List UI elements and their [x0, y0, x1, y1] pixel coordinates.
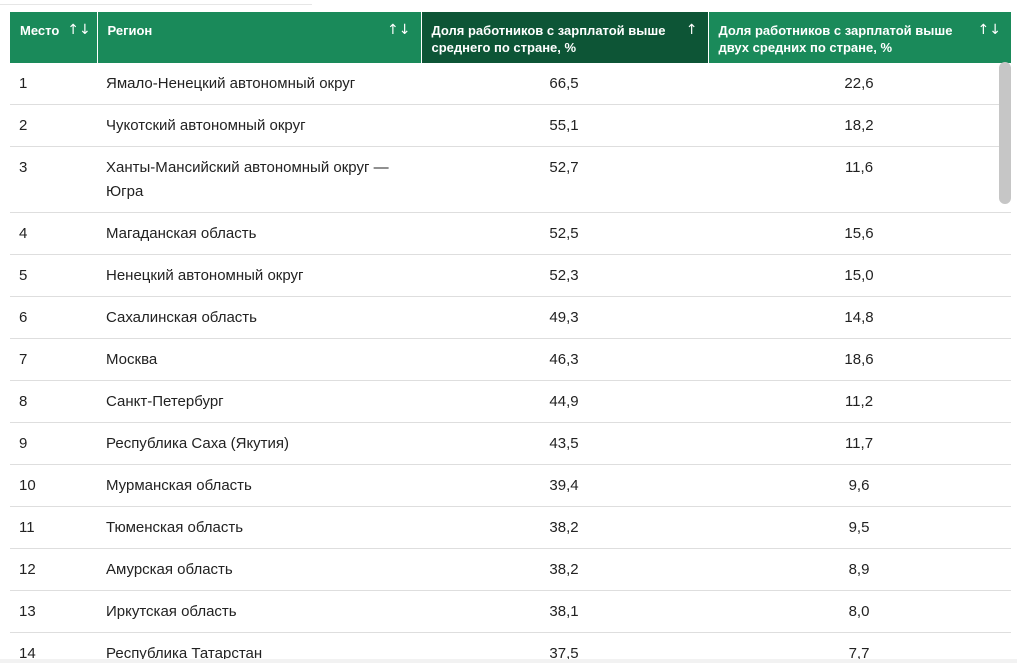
cell-place: 14: [10, 632, 97, 663]
cell-region: Республика Татарстан: [97, 632, 421, 663]
cell-above-average: 66,5: [421, 63, 708, 105]
cell-above-double-average: 7,7: [708, 632, 1011, 663]
cell-above-average: 49,3: [421, 296, 708, 339]
cell-region: Санкт-Петербург: [97, 380, 421, 423]
table-container[interactable]: Место ↑↓ Регион ↑↓ Доля работников с зар…: [10, 12, 1011, 663]
cell-above-double-average: 15,0: [708, 254, 1011, 297]
cell-above-average: 37,5: [421, 632, 708, 663]
cell-above-average: 52,5: [421, 212, 708, 255]
table-row: 10 Мурманская область 39,4 9,6: [10, 464, 1011, 507]
cell-region: Ямало-Ненецкий автономный округ: [97, 63, 421, 105]
header-row: Место ↑↓ Регион ↑↓ Доля работников с зар…: [10, 12, 1011, 63]
table-row: 6 Сахалинская область 49,3 14,8: [10, 296, 1011, 339]
cell-region: Иркутская область: [97, 590, 421, 633]
cell-place: 4: [10, 212, 97, 255]
regions-table: Место ↑↓ Регион ↑↓ Доля работников с зар…: [10, 12, 1011, 663]
cell-above-double-average: 8,0: [708, 590, 1011, 633]
cell-region: Тюменская область: [97, 506, 421, 549]
cell-above-average: 38,2: [421, 548, 708, 591]
cell-region: Москва: [97, 338, 421, 381]
column-header-above-double-average[interactable]: Доля работников с зарплатой выше двух ср…: [707, 12, 1011, 63]
cell-region: Чукотский автономный округ: [97, 104, 421, 147]
cell-above-average: 52,7: [421, 146, 708, 213]
cell-region: Ненецкий автономный округ: [97, 254, 421, 297]
cell-place: 7: [10, 338, 97, 381]
cell-above-double-average: 14,8: [708, 296, 1011, 339]
cell-place: 8: [10, 380, 97, 423]
cell-above-average: 38,2: [421, 506, 708, 549]
cell-region: Магаданская область: [97, 212, 421, 255]
table-row: 5 Ненецкий автономный округ 52,3 15,0: [10, 254, 1011, 297]
column-header-place[interactable]: Место ↑↓: [10, 12, 97, 63]
cell-above-double-average: 8,9: [708, 548, 1011, 591]
cell-region: Амурская область: [97, 548, 421, 591]
cell-region: Республика Саха (Якутия): [97, 422, 421, 465]
cell-above-average: 52,3: [421, 254, 708, 297]
column-header-label: Доля работников с зарплатой выше двух ср…: [718, 23, 953, 55]
cell-place: 9: [10, 422, 97, 465]
cell-place: 2: [10, 104, 97, 147]
cell-region: Сахалинская область: [97, 296, 421, 339]
cell-place: 6: [10, 296, 97, 339]
cell-above-double-average: 9,5: [708, 506, 1011, 549]
column-header-label: Место: [20, 23, 60, 38]
sort-both-icon[interactable]: ↑↓: [387, 22, 411, 38]
cell-above-double-average: 18,2: [708, 104, 1011, 147]
cell-above-double-average: 18,6: [708, 338, 1011, 381]
cell-above-double-average: 11,6: [708, 146, 1011, 213]
cell-place: 5: [10, 254, 97, 297]
cell-above-double-average: 15,6: [708, 212, 1011, 255]
table-body: 1 Ямало-Ненецкий автономный округ 66,5 2…: [10, 63, 1011, 663]
cell-above-average: 46,3: [421, 338, 708, 381]
column-header-above-average[interactable]: Доля работников с зарплатой выше среднег…: [420, 12, 708, 63]
table-row: 9 Республика Саха (Якутия) 43,5 11,7: [10, 422, 1011, 465]
column-header-label: Доля работников с зарплатой выше среднег…: [431, 23, 666, 55]
cell-above-average: 38,1: [421, 590, 708, 633]
cell-above-average: 55,1: [421, 104, 708, 147]
table-row: 1 Ямало-Ненецкий автономный округ 66,5 2…: [10, 63, 1011, 105]
cell-place: 13: [10, 590, 97, 633]
table-row: 13 Иркутская область 38,1 8,0: [10, 590, 1011, 633]
cell-above-double-average: 11,7: [708, 422, 1011, 465]
sort-both-icon[interactable]: ↑↓: [67, 22, 91, 38]
table-row: 4 Магаданская область 52,5 15,6: [10, 212, 1011, 255]
table-row: 8 Санкт-Петербург 44,9 11,2: [10, 380, 1011, 423]
column-header-label: Регион: [107, 23, 153, 38]
column-header-region[interactable]: Регион ↑↓: [96, 12, 421, 63]
cell-above-average: 43,5: [421, 422, 708, 465]
cell-above-double-average: 11,2: [708, 380, 1011, 423]
vertical-scrollbar[interactable]: [999, 62, 1011, 660]
table-header: Место ↑↓ Регион ↑↓ Доля работников с зар…: [10, 12, 1011, 63]
cell-above-average: 39,4: [421, 464, 708, 507]
sort-both-icon[interactable]: ↑↓: [977, 22, 1001, 38]
scrollbar-thumb[interactable]: [999, 62, 1011, 204]
cell-region: Ханты-Мансийский автономный округ — Югра: [97, 146, 421, 213]
cell-place: 1: [10, 63, 97, 105]
table-row: 14 Республика Татарстан 37,5 7,7: [10, 632, 1011, 663]
cell-above-average: 44,9: [421, 380, 708, 423]
table-row: 12 Амурская область 38,2 8,9: [10, 548, 1011, 591]
table-row: 3 Ханты-Мансийский автономный округ — Юг…: [10, 146, 1011, 213]
table-row: 2 Чукотский автономный округ 55,1 18,2: [10, 104, 1011, 147]
table-row: 7 Москва 46,3 18,6: [10, 338, 1011, 381]
cell-region: Мурманская область: [97, 464, 421, 507]
cell-above-double-average: 22,6: [708, 63, 1011, 105]
table-row: 11 Тюменская область 38,2 9,5: [10, 506, 1011, 549]
cell-place: 11: [10, 506, 97, 549]
top-divider: [0, 0, 312, 5]
cell-place: 3: [10, 146, 97, 213]
cell-place: 10: [10, 464, 97, 507]
bottom-edge: [0, 659, 1017, 663]
sort-ascending-icon[interactable]: ↑: [685, 22, 698, 38]
cell-above-double-average: 9,6: [708, 464, 1011, 507]
cell-place: 12: [10, 548, 97, 591]
